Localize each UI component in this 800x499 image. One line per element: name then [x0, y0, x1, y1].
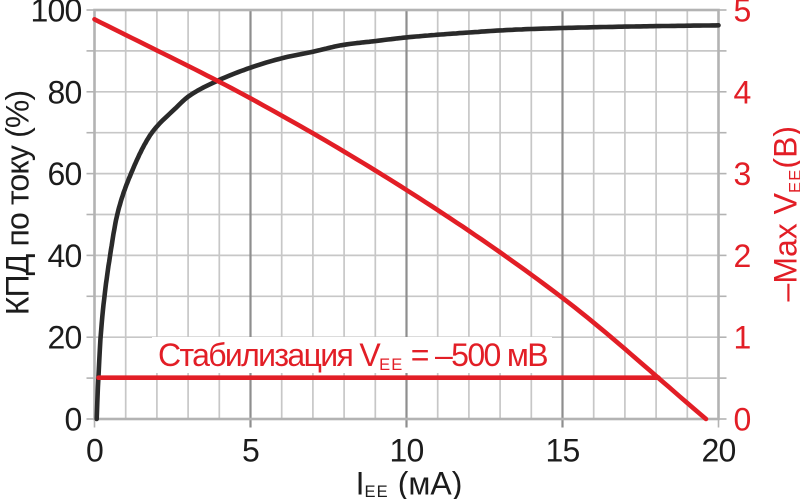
svg-text:КПД по току (%): КПД по току (%) — [0, 91, 36, 316]
svg-text:100: 100 — [31, 0, 82, 29]
svg-text:10: 10 — [390, 433, 424, 469]
svg-text:20: 20 — [702, 433, 736, 469]
svg-text:5: 5 — [734, 0, 752, 29]
svg-text:0: 0 — [734, 402, 752, 438]
svg-text:–Max VEE(В): –Max VEE(В) — [768, 126, 800, 302]
svg-text:40: 40 — [48, 238, 82, 274]
svg-text:80: 80 — [48, 74, 82, 110]
svg-text:3: 3 — [734, 156, 752, 192]
svg-text:20: 20 — [48, 320, 82, 356]
svg-text:Стабилизация VEE = –500 мВ: Стабилизация VEE = –500 мВ — [158, 337, 547, 374]
svg-text:0: 0 — [65, 402, 82, 438]
svg-text:0: 0 — [86, 433, 103, 469]
svg-text:1: 1 — [734, 320, 752, 356]
svg-text:15: 15 — [546, 433, 580, 469]
svg-text:5: 5 — [242, 433, 259, 469]
svg-text:60: 60 — [48, 156, 82, 192]
svg-text:4: 4 — [734, 74, 752, 110]
svg-text:2: 2 — [734, 238, 752, 274]
